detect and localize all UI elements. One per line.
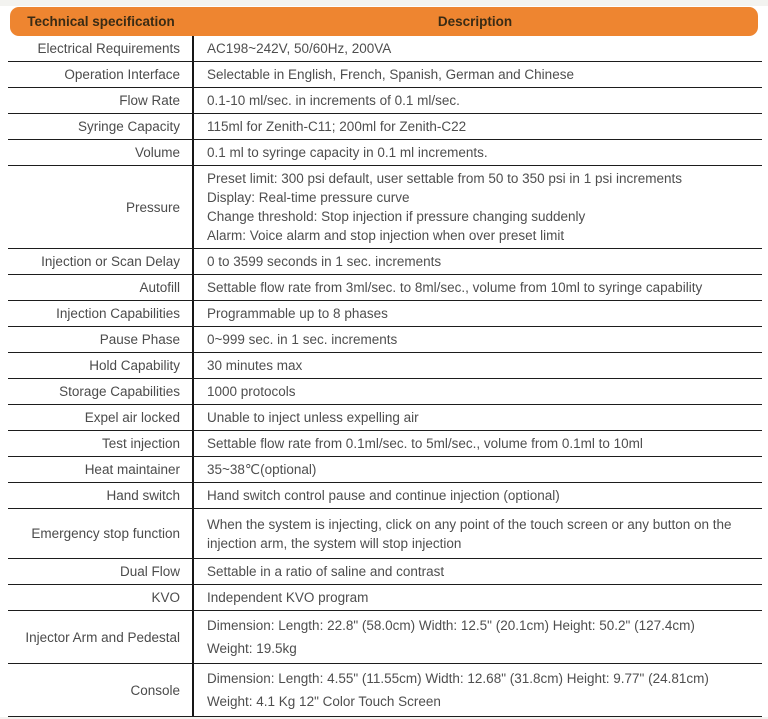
spec-value: When the system is injecting, click on a… <box>192 509 762 558</box>
spec-value: Settable in a ratio of saline and contra… <box>192 559 762 584</box>
spec-name: Emergency stop function <box>31 526 180 541</box>
row-pressure: Pressure Preset limit: 300 psi default, … <box>8 166 762 249</box>
row-expel-air-locked: Expel air locked Unable to inject unless… <box>8 405 762 431</box>
row-dual-flow: Dual Flow Settable in a ratio of saline … <box>8 559 762 585</box>
spec-value: Settable flow rate from 3ml/sec. to 8ml/… <box>192 275 762 300</box>
row-emergency-stop-function: Emergency stop function When the system … <box>8 509 762 559</box>
row-electrical-requirements: Electrical Requirements AC198~242V, 50/6… <box>8 36 762 62</box>
spec-name: Test injection <box>101 436 180 451</box>
row-heat-maintainer: Heat maintainer 35~38℃(optional) <box>8 457 762 483</box>
row-injection-or-scan-delay: Injection or Scan Delay 0 to 3599 second… <box>8 249 762 275</box>
spec-value: 35~38℃(optional) <box>192 457 762 482</box>
spec-value: AC198~242V, 50/60Hz, 200VA <box>192 36 762 61</box>
row-autofill: Autofill Settable flow rate from 3ml/sec… <box>8 275 762 301</box>
row-console: Console Dimension: Length: 4.55" (11.55c… <box>8 664 762 717</box>
row-storage-capabilities: Storage Capabilities 1000 protocols <box>8 379 762 405</box>
spec-value: 0.1-10 ml/sec. in increments of 0.1 ml/s… <box>192 88 762 113</box>
row-volume: Volume 0.1 ml to syringe capacity in 0.1… <box>8 140 762 166</box>
row-syringe-capacity: Syringe Capacity 115ml for Zenith-C11; 2… <box>8 114 762 140</box>
row-test-injection: Test injection Settable flow rate from 0… <box>8 431 762 457</box>
spec-value: Settable flow rate from 0.1ml/sec. to 5m… <box>192 431 762 456</box>
spec-value: 1000 protocols <box>192 379 762 404</box>
spec-value: 0 to 3599 seconds in 1 sec. increments <box>192 249 762 274</box>
row-operation-interface: Operation Interface Selectable in Englis… <box>8 62 762 88</box>
spec-name: Console <box>130 682 180 698</box>
spec-sheet: Technical specification Description Elec… <box>0 6 768 717</box>
header-col-technical-specification: Technical specification <box>27 14 175 29</box>
spec-name: Autofill <box>139 280 180 295</box>
spec-value: 115ml for Zenith-C11; 200ml for Zenith-C… <box>192 114 762 139</box>
spec-value: Unable to inject unless expelling air <box>192 405 762 430</box>
spec-name: KVO <box>151 590 180 605</box>
spec-name: Hold Capability <box>89 358 180 373</box>
spec-value: Preset limit: 300 psi default, user sett… <box>192 166 762 248</box>
spec-name: Heat maintainer <box>84 462 180 477</box>
row-kvo: KVO Independent KVO program <box>8 585 762 611</box>
row-pause-phase: Pause Phase 0~999 sec. in 1 sec. increme… <box>8 327 762 353</box>
row-injection-capabilities: Injection Capabilities Programmable up t… <box>8 301 762 327</box>
row-flow-rate: Flow Rate 0.1-10 ml/sec. in increments o… <box>8 88 762 114</box>
spec-value: 30 minutes max <box>192 353 762 378</box>
row-hand-switch: Hand switch Hand switch control pause an… <box>8 483 762 509</box>
spec-value: Selectable in English, French, Spanish, … <box>192 62 762 87</box>
spec-value: Dimension: Length: 4.55" (11.55cm) Width… <box>192 664 762 716</box>
spec-name: Operation Interface <box>64 67 180 82</box>
spec-name: Volume <box>134 145 180 160</box>
spec-name: Syringe Capacity <box>77 119 180 134</box>
spec-name: Hand switch <box>106 488 180 503</box>
spec-table: Electrical Requirements AC198~242V, 50/6… <box>8 36 762 717</box>
spec-name: Electrical Requirements <box>37 41 180 56</box>
row-injector-arm-and-pedestal: Injector Arm and Pedestal Dimension: Len… <box>8 611 762 664</box>
spec-value: Hand switch control pause and continue i… <box>192 483 762 508</box>
spec-name: Expel air locked <box>84 410 180 425</box>
spec-name: Dual Flow <box>119 564 180 579</box>
spec-name: Flow Rate <box>119 93 180 108</box>
spec-value: Programmable up to 8 phases <box>192 301 762 326</box>
spec-name: Injection or Scan Delay <box>41 254 180 269</box>
table-header: Technical specification Description <box>10 7 758 36</box>
spec-value: 0~999 sec. in 1 sec. increments <box>192 327 762 352</box>
spec-name: Injection Capabilities <box>56 306 180 321</box>
spec-value: Independent KVO program <box>192 585 762 610</box>
spec-name: Pause Phase <box>99 332 180 347</box>
spec-name: Storage Capabilities <box>59 384 180 399</box>
spec-name: Injector Arm and Pedestal <box>25 629 180 645</box>
header-col-description: Description <box>437 14 513 29</box>
spec-value: Dimension: Length: 22.8" (58.0cm) Width:… <box>192 611 762 663</box>
spec-name: Pressure <box>125 199 180 215</box>
spec-value: 0.1 ml to syringe capacity in 0.1 ml inc… <box>192 140 762 165</box>
row-hold-capability: Hold Capability 30 minutes max <box>8 353 762 379</box>
